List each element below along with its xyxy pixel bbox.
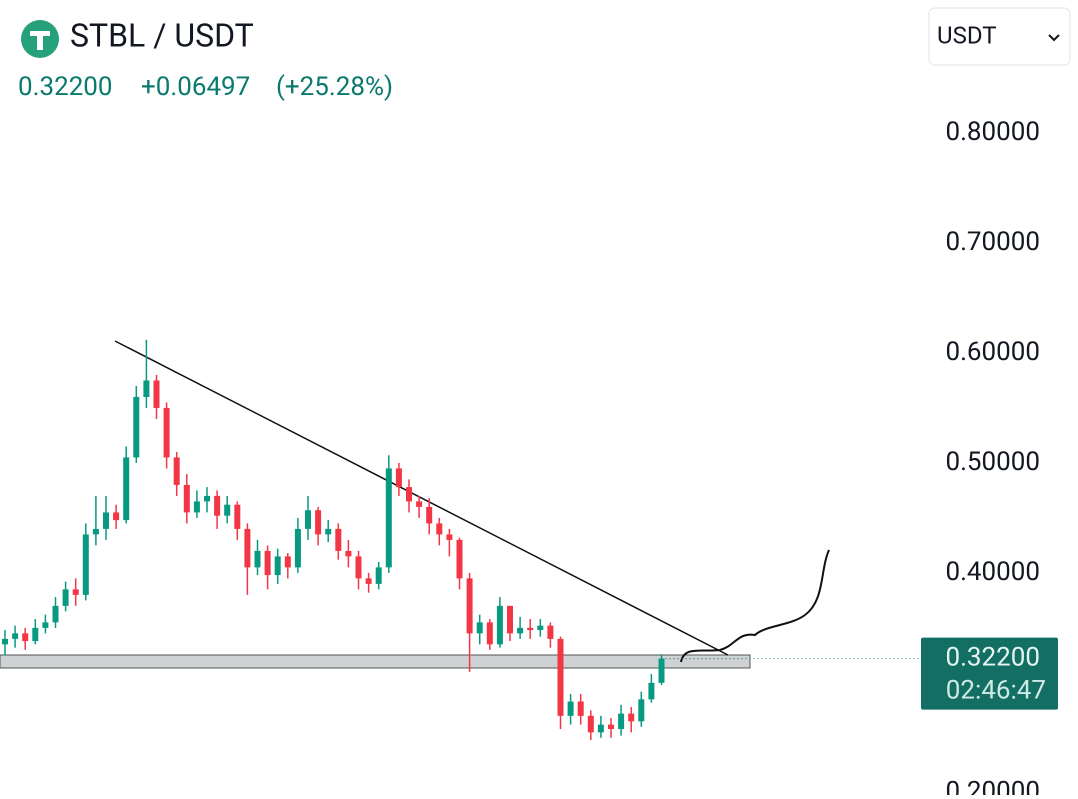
price-change-pct: (+25.28%) — [276, 72, 393, 102]
candle-body — [193, 501, 200, 513]
candle-body — [254, 550, 261, 568]
candle-body — [62, 589, 69, 606]
candle-body — [103, 512, 109, 529]
candle-body — [466, 578, 473, 634]
candle-body — [537, 625, 544, 631]
currency-dropdown[interactable] — [928, 7, 1071, 66]
candle-body — [375, 567, 382, 584]
candle-body — [82, 534, 89, 595]
candle-body — [608, 724, 614, 730]
candle-body — [345, 550, 352, 557]
candle-body — [123, 457, 130, 521]
candle-body — [395, 468, 402, 488]
candle-body — [2, 638, 8, 645]
candle-body — [72, 589, 79, 595]
candle-body — [365, 578, 372, 584]
candle-body — [12, 633, 19, 639]
candle-body — [153, 380, 160, 408]
candle-body — [22, 633, 29, 642]
candle-body — [385, 468, 392, 568]
y-tick-label: 0.20000 — [945, 777, 1040, 795]
candle-body — [113, 512, 120, 521]
y-tick-label: 0.60000 — [945, 337, 1040, 367]
currency-label[interactable]: USDT — [937, 21, 997, 49]
candle-body — [234, 504, 241, 529]
y-tick-label: 0.70000 — [945, 227, 1040, 257]
candle-body — [587, 715, 594, 733]
candle-body — [628, 713, 635, 722]
candle-body — [567, 701, 574, 716]
logo-glyph — [30, 31, 50, 50]
candle-body — [284, 556, 291, 568]
candle-body — [406, 487, 412, 502]
candle-body — [183, 484, 190, 513]
candle-body — [42, 622, 49, 628]
candle-body — [335, 528, 342, 551]
y-tick-label: 0.80000 — [945, 117, 1040, 147]
candle-body — [224, 504, 231, 516]
price-tag-label: 0.32200 — [945, 643, 1040, 673]
candle-body — [214, 495, 221, 516]
candle-body — [456, 539, 463, 579]
candle-body — [204, 495, 210, 502]
candle-body — [305, 510, 311, 529]
candle-body — [597, 724, 604, 733]
support-zone — [0, 654, 751, 669]
y-tick-label: 0.50000 — [945, 447, 1040, 477]
candle-body — [557, 638, 564, 716]
candle-body — [143, 380, 150, 397]
candle-body — [163, 407, 170, 458]
trend-line — [114, 340, 729, 656]
price-change: +0.06497 — [141, 72, 250, 102]
price-tag-countdown: 02:46:47 — [946, 676, 1046, 706]
candle-body — [294, 528, 301, 568]
candle-body — [133, 396, 140, 458]
candle-body — [658, 658, 665, 683]
candles — [2, 339, 921, 741]
candle-body — [52, 605, 59, 623]
y-tick-label: 0.40000 — [945, 557, 1040, 587]
candle-body — [32, 627, 39, 642]
candle-body — [486, 622, 493, 645]
candle-body — [355, 556, 362, 579]
candle-body — [547, 625, 554, 639]
candle-body — [507, 605, 513, 634]
price-tag — [921, 637, 1058, 710]
candle-body — [446, 534, 453, 540]
candle-body — [476, 622, 483, 634]
candle-body — [517, 627, 524, 634]
candle-body — [315, 510, 322, 535]
candle-body — [638, 699, 645, 722]
candle-body — [527, 627, 534, 631]
candle-body — [648, 682, 655, 700]
dropdown-chevron[interactable] — [1048, 34, 1060, 42]
candle-body — [618, 713, 625, 730]
pair-title: STBL / USDT — [70, 16, 254, 54]
candle-body — [244, 528, 251, 568]
candle-body — [426, 506, 433, 524]
hand-drawn-path — [680, 549, 830, 663]
candle-body — [173, 457, 180, 485]
last-price: 0.32200 — [18, 72, 113, 102]
candle-body — [325, 528, 332, 535]
candle-body — [577, 701, 584, 716]
candle-body — [496, 605, 503, 645]
candle-body — [416, 501, 423, 507]
candle-body — [264, 550, 271, 576]
candle-body — [436, 523, 443, 535]
y-axis: 0.80000 0.70000 0.60000 0.50000 0.40000 0.200… — [921, 117, 1058, 799]
candle-body — [274, 556, 281, 576]
candle-body — [92, 528, 99, 535]
